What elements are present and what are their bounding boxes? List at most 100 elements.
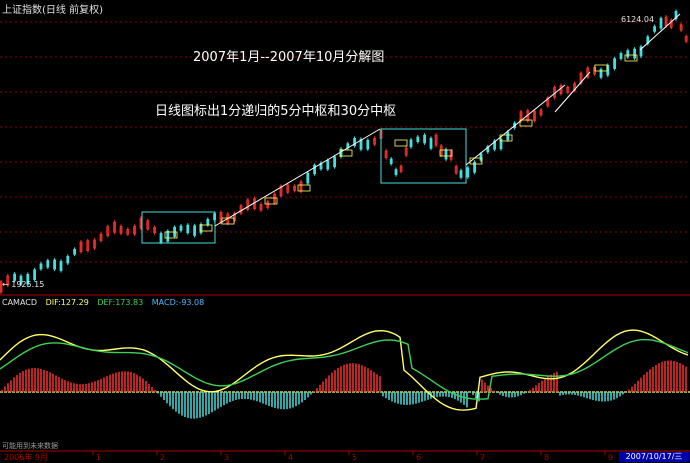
candle-body [373, 137, 377, 145]
candle-body [166, 230, 170, 242]
candle-body [493, 140, 497, 150]
candle-body [619, 53, 623, 59]
indicator-name[interactable]: CAMACD [2, 298, 38, 307]
stroke-segment [465, 84, 566, 166]
candle-body [259, 204, 263, 211]
candle-body [306, 172, 310, 184]
candle-body [246, 199, 250, 210]
pivot-box-5min [469, 157, 483, 165]
month-tick-label: 1 [96, 453, 101, 462]
candle-body [479, 153, 483, 161]
candle-body [233, 213, 237, 221]
candle-body [313, 164, 317, 175]
peak-price-label: 6124.04 [621, 15, 655, 24]
candle-body [113, 221, 116, 233]
stroke-segment [214, 128, 381, 227]
candle-body [394, 169, 398, 175]
candle-body [333, 156, 337, 168]
pivot-box-5min [624, 54, 638, 62]
candle-body [186, 224, 190, 234]
stroke-segment [554, 71, 591, 113]
annotation-subtitle: 日线图标出1分递归的5分中枢和30分中枢 [155, 104, 397, 119]
pivot-box-5min [594, 64, 608, 72]
candle-body [86, 240, 90, 251]
pivot-box-5min [199, 224, 213, 232]
candle-body [326, 160, 330, 170]
month-tick-label: 8 [544, 453, 549, 462]
month-tick-label: 2 [160, 453, 165, 462]
candle-body [6, 275, 10, 286]
pivot-box-30min [380, 128, 467, 184]
candle-body [106, 226, 110, 237]
candle-body [429, 138, 433, 149]
candle-body [93, 239, 96, 249]
candle-body [684, 36, 688, 42]
candle-body [99, 233, 103, 241]
candle-body [533, 111, 536, 121]
candle-body [206, 219, 210, 226]
candle-body [459, 170, 463, 178]
pivot-box-5min [339, 149, 353, 157]
candle-body [293, 185, 297, 191]
candle-body [126, 229, 130, 235]
annotation-title: 2007年1月--2007年10月分解图 [193, 50, 385, 65]
candle-body [506, 131, 510, 141]
pivot-box-5min [439, 149, 453, 157]
candle-body [384, 150, 388, 159]
candle-body [399, 165, 403, 172]
candle-body [416, 136, 420, 142]
candle-body [146, 220, 150, 230]
candle-body [239, 205, 243, 214]
low-price-label: ← 1925.15 [2, 280, 45, 289]
indicator-header: CAMACD DIF:127.29 DEF:173.83 MACD:-93.08 [2, 298, 210, 307]
candle-body [613, 58, 616, 69]
footer-note: 可能用到未来数据 [2, 442, 58, 450]
pivot-box-5min [499, 134, 513, 142]
pivot-box-5min [519, 119, 533, 127]
candle-body [409, 139, 413, 148]
candle-body [359, 138, 363, 150]
pivot-box-30min [141, 211, 216, 244]
candle-body [39, 263, 43, 270]
candle-body [633, 48, 636, 59]
candle-body [679, 24, 683, 31]
candle-body [159, 233, 163, 243]
candle-body [266, 201, 270, 208]
candle-body [73, 248, 76, 255]
pivot-box-5min [264, 197, 278, 205]
pivot-box-5min [297, 184, 311, 192]
candle-body [639, 46, 643, 57]
candle-body [79, 241, 83, 253]
candle-body [659, 18, 663, 29]
candle-body [499, 138, 503, 150]
month-tick-label: 9 [608, 453, 613, 462]
candle-body [466, 167, 470, 178]
candle-body [669, 19, 673, 28]
candle-body [546, 97, 550, 107]
candle-body [19, 275, 23, 285]
candle-body [133, 225, 137, 235]
dea-line [0, 338, 689, 400]
candle-body [599, 69, 603, 78]
pivot-box-5min [221, 217, 235, 225]
candle-body [33, 269, 36, 280]
candle-body [273, 193, 277, 204]
pivot-box-5min [164, 231, 178, 239]
pivot-box-5min [394, 139, 408, 147]
candle-body [46, 260, 50, 268]
month-tick-label: 6 [416, 453, 421, 462]
candle-body [26, 273, 30, 285]
candle-body [626, 50, 630, 58]
candle-body [66, 256, 70, 264]
candle-body [59, 261, 63, 271]
candle-body [454, 166, 458, 174]
candle-body [389, 158, 393, 165]
month-tick-label: 3 [224, 453, 229, 462]
axis-start-label: 2006年 9月 [4, 452, 48, 462]
candle-body [53, 259, 56, 270]
candle-body [119, 225, 123, 234]
candle-body [539, 109, 543, 116]
candle-body [179, 225, 183, 231]
candle-body [193, 225, 197, 236]
